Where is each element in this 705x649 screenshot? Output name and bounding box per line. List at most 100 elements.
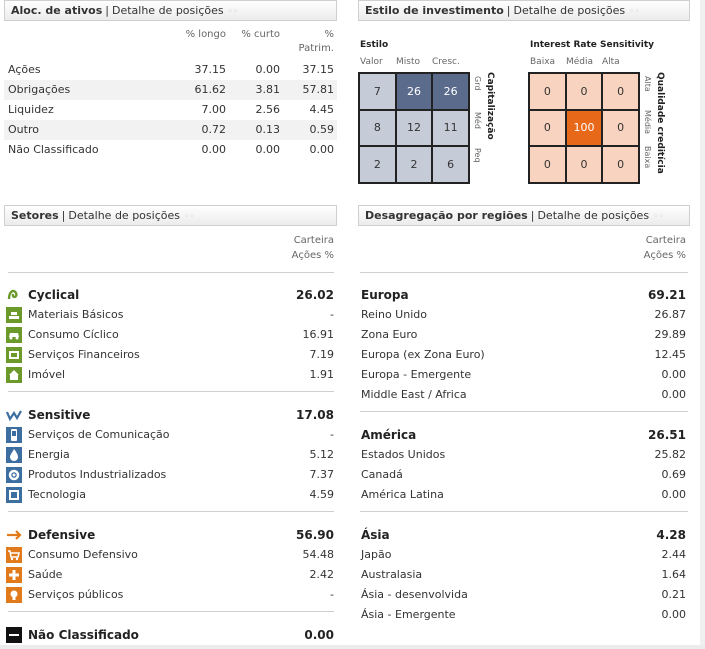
col-header-curto: % curto [241,29,280,40]
fixed-col-baixa: Baixa [530,57,556,67]
sensitive-icon [6,407,22,423]
bottom-scrollbar[interactable] [0,645,705,649]
unclassified-icon [6,627,22,643]
sectors-detail-link[interactable]: Detalhe de posições [68,209,180,222]
equity-row-peq: Peq [473,148,482,163]
sectors-col-header-carteira: Carteira [293,235,334,246]
allocation-longo: 37.15 [194,63,227,76]
region-name: Zona Euro [361,328,418,341]
region-row: Japão 2.44 [358,545,686,565]
sector-row: Energia 5.12 [6,445,334,465]
regions-title: Desagregação por regiões [365,209,528,222]
region-value: 0.00 [661,608,687,621]
sector-unclassified-value: 0.00 [304,628,334,642]
sector-value: 1.91 [309,368,335,381]
allocation-row: Liquidez 7.00 2.56 4.45 [4,100,337,120]
sector-group-row: Defensive 56.90 [6,525,334,545]
real-estate-icon [6,367,22,383]
right-scrollbar[interactable] [700,0,705,649]
sector-name: Imóvel [28,368,66,381]
sector-row: Serviços Financeiros 7.19 [6,345,334,365]
header-dots-icon: ◦◦ [183,212,195,222]
sector-name: Materiais Básicos [28,308,124,321]
sector-name: Consumo Defensivo [28,548,138,561]
region-name: Japão [361,548,392,561]
investment-style-header: Estilo de investimento | Detalhe de posiçõ… [358,0,690,21]
fixed-income-title: Interest Rate Sensitivity [530,40,654,50]
region-group-value: 4.28 [656,528,686,542]
divider [8,511,334,512]
sector-name: Produtos Industrializados [28,468,167,481]
sector-row: Consumo Defensivo 54.48 [6,545,334,565]
region-value: 2.44 [661,548,687,561]
sector-unclassified-name: Não Classificado [28,628,139,642]
sector-value: 16.91 [302,328,335,341]
sector-group-name: Cyclical [28,288,80,302]
allocation-longo: 61.62 [194,83,227,96]
region-row: Canadá 0.69 [358,465,686,485]
investment-style-detail-link[interactable]: Detalhe de posições [513,4,626,17]
region-row: Ásia - desenvolvida 0.21 [358,585,686,605]
asset-allocation-detail-link[interactable]: Detalhe de posições [111,4,224,17]
region-row: América Latina 0.00 [358,485,686,505]
region-value: 0.00 [661,488,687,501]
col-header-longo: % longo [185,29,226,40]
sector-name: Energia [28,448,70,461]
divider [8,391,334,392]
sector-value: 7.19 [309,348,335,361]
allocation-row-label: Não Classificado [8,143,99,156]
consumer-defensive-icon [6,547,22,563]
sector-row: Produtos Industrializados 7.37 [6,465,334,485]
fixed-income-cell: 0 [530,147,565,182]
region-name: Canadá [361,468,403,481]
allocation-curto: 0.00 [255,63,281,76]
sector-name: Consumo Cíclico [28,328,119,341]
region-name: Middle East / Africa [361,388,467,401]
allocation-patrim: 4.45 [309,103,335,116]
region-group-name: América [361,428,417,442]
fixed-col-alta: Alta [602,57,620,67]
allocation-patrim: 57.81 [302,83,335,96]
fixed-income-cell: 0 [530,110,565,146]
sector-group-row: Cyclical 26.02 [6,285,334,305]
fixed-income-cell: 0 [603,74,638,109]
regions-detail-link[interactable]: Detalhe de posições [537,209,650,222]
sector-name: Serviços Financeiros [28,348,140,361]
divider [360,272,688,273]
region-value: 1.64 [661,568,687,581]
region-row: Australasia 1.64 [358,565,686,585]
fixed-income-cell: 0 [603,147,638,182]
region-row: Europa (ex Zona Euro) 12.45 [358,345,686,365]
fixed-row-media: Média [643,110,652,135]
regions-panel: Desagregação por regiões | Detalhe de posi… [358,205,690,649]
region-value: 29.89 [654,328,687,341]
sector-unclassified-row: Não Classificado 0.00 [6,625,334,645]
sector-name: Serviços de Comunicação [28,428,170,441]
region-name: Ásia - desenvolvida [361,588,468,601]
allocation-patrim: 0.00 [309,143,335,156]
allocation-longo: 0.00 [201,143,227,156]
divider [8,611,334,612]
sectors-title: Setores [11,209,59,222]
divider [360,411,688,412]
header-dots-icon: ◦◦ [629,7,640,17]
allocation-curto: 3.81 [255,83,281,96]
asset-allocation-header: Aloc. de ativos | Detalhe de posições ◦◦ [4,0,337,21]
region-name: Ásia - Emergente [361,608,456,621]
region-row: Zona Euro 29.89 [358,325,686,345]
sector-value: 7.37 [309,468,335,481]
allocation-patrim: 0.59 [309,123,335,136]
sector-value: 4.59 [309,488,335,501]
col-header-patrim-pct: % [324,29,334,40]
allocation-row: Obrigações 61.62 3.81 57.81 [4,80,337,100]
allocation-row-label: Obrigações [8,83,71,96]
communication-icon [6,427,22,443]
region-value: 0.21 [661,588,687,601]
allocation-row-label: Liquidez [8,103,54,116]
sector-group-name: Sensitive [28,408,91,422]
region-value: 0.69 [661,468,687,481]
region-name: Europa (ex Zona Euro) [361,348,485,361]
consumer-cyclical-icon [6,327,22,343]
region-value: 25.82 [654,448,687,461]
sector-value: - [330,308,334,321]
